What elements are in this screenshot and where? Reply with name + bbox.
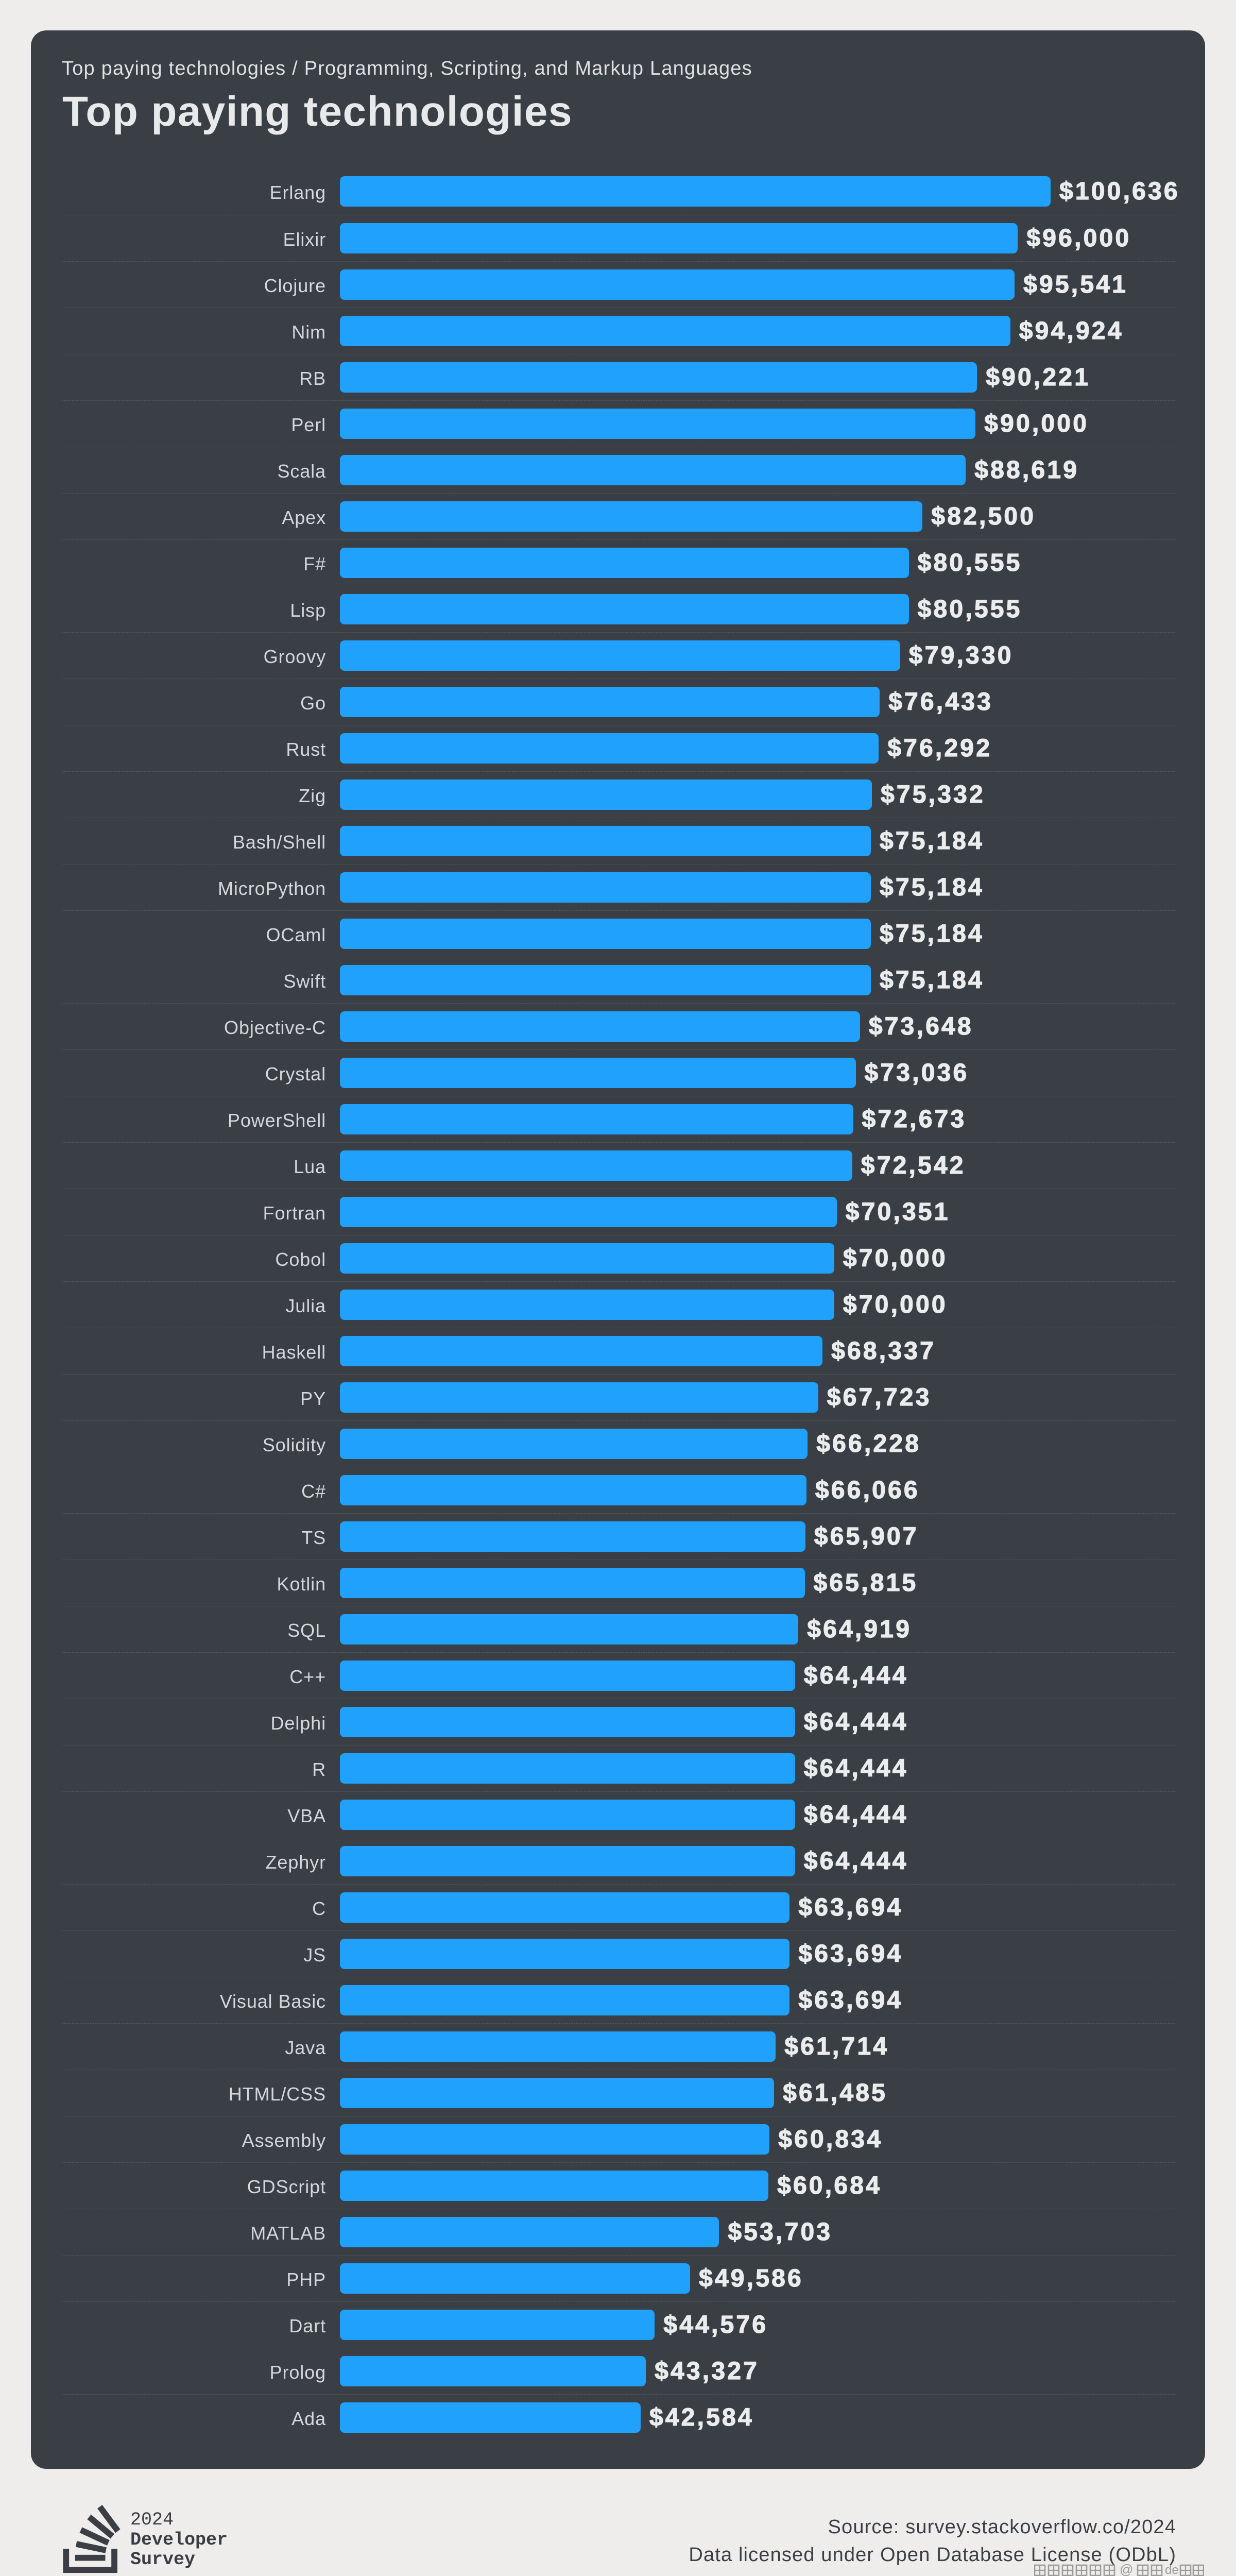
svg-text:@: @ (1120, 2564, 1133, 2576)
svg-text:de: de (1165, 2564, 1179, 2576)
